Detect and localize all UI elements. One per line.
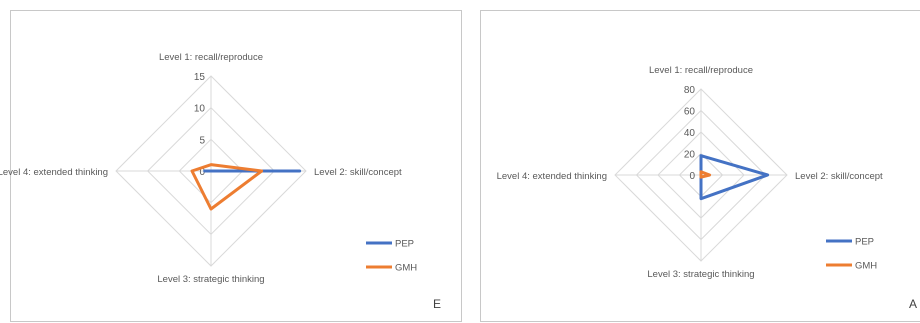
legend-label-gmh: GMH bbox=[855, 261, 877, 272]
tick-label: 0 bbox=[689, 171, 695, 182]
tick-label: 80 bbox=[684, 85, 696, 96]
radar-chart-2: 80 60 40 20 0 Level 1: recall/reproduce Level … bbox=[497, 65, 883, 280]
panel-corner-label: E bbox=[433, 297, 442, 311]
axis-label-level-2-skill-concept: Level 2: skill/concept bbox=[314, 167, 402, 178]
axis-label-level-1-recall-reproduce: Level 1: recall/reproduce bbox=[159, 52, 263, 63]
radar-chart-1: 15 10 5 0 Level 1: recall/reproduce Level 2: … bbox=[0, 52, 417, 285]
tick-label: 15 bbox=[194, 72, 206, 83]
radar-chart-panel-2: 80 60 40 20 0 Level 1: recall/reproduce Level … bbox=[480, 10, 920, 322]
tick-label: 0 bbox=[199, 167, 205, 178]
panel-corner-label: A bbox=[909, 297, 918, 311]
axis-label-level-1-recall-reproduce: Level 1: recall/reproduce bbox=[649, 65, 753, 76]
axis-label-level-3-strategic-thinking: Level 3: strategic thinking bbox=[157, 274, 264, 285]
tick-label: 5 bbox=[199, 135, 205, 146]
tick-label: 40 bbox=[684, 128, 696, 139]
axis-label-level-2-skill-concept: Level 2: skill/concept bbox=[795, 171, 883, 182]
series-line-gmh bbox=[699, 170, 712, 179]
axis-label-level-3-strategic-thinking: Level 3: strategic thinking bbox=[647, 269, 754, 280]
radar-chart-panel-1: 15 10 5 0 Level 1: recall/reproduce Level 2: … bbox=[0, 10, 462, 322]
series-line-gmh bbox=[190, 163, 264, 211]
tick-label: 10 bbox=[194, 104, 206, 115]
legend-label-pep: PEP bbox=[395, 239, 414, 250]
series-line-pep bbox=[699, 154, 770, 201]
tick-label: 60 bbox=[684, 107, 696, 118]
axis-label-level-4-extended-thinking: Level 4: extended thinking bbox=[497, 171, 607, 182]
legend-label-gmh: GMH bbox=[395, 263, 417, 274]
tick-label: 20 bbox=[684, 150, 696, 161]
legend-label-pep: PEP bbox=[855, 237, 874, 248]
axis-label-level-4-extended-thinking: Level 4: extended thinking bbox=[0, 167, 108, 178]
